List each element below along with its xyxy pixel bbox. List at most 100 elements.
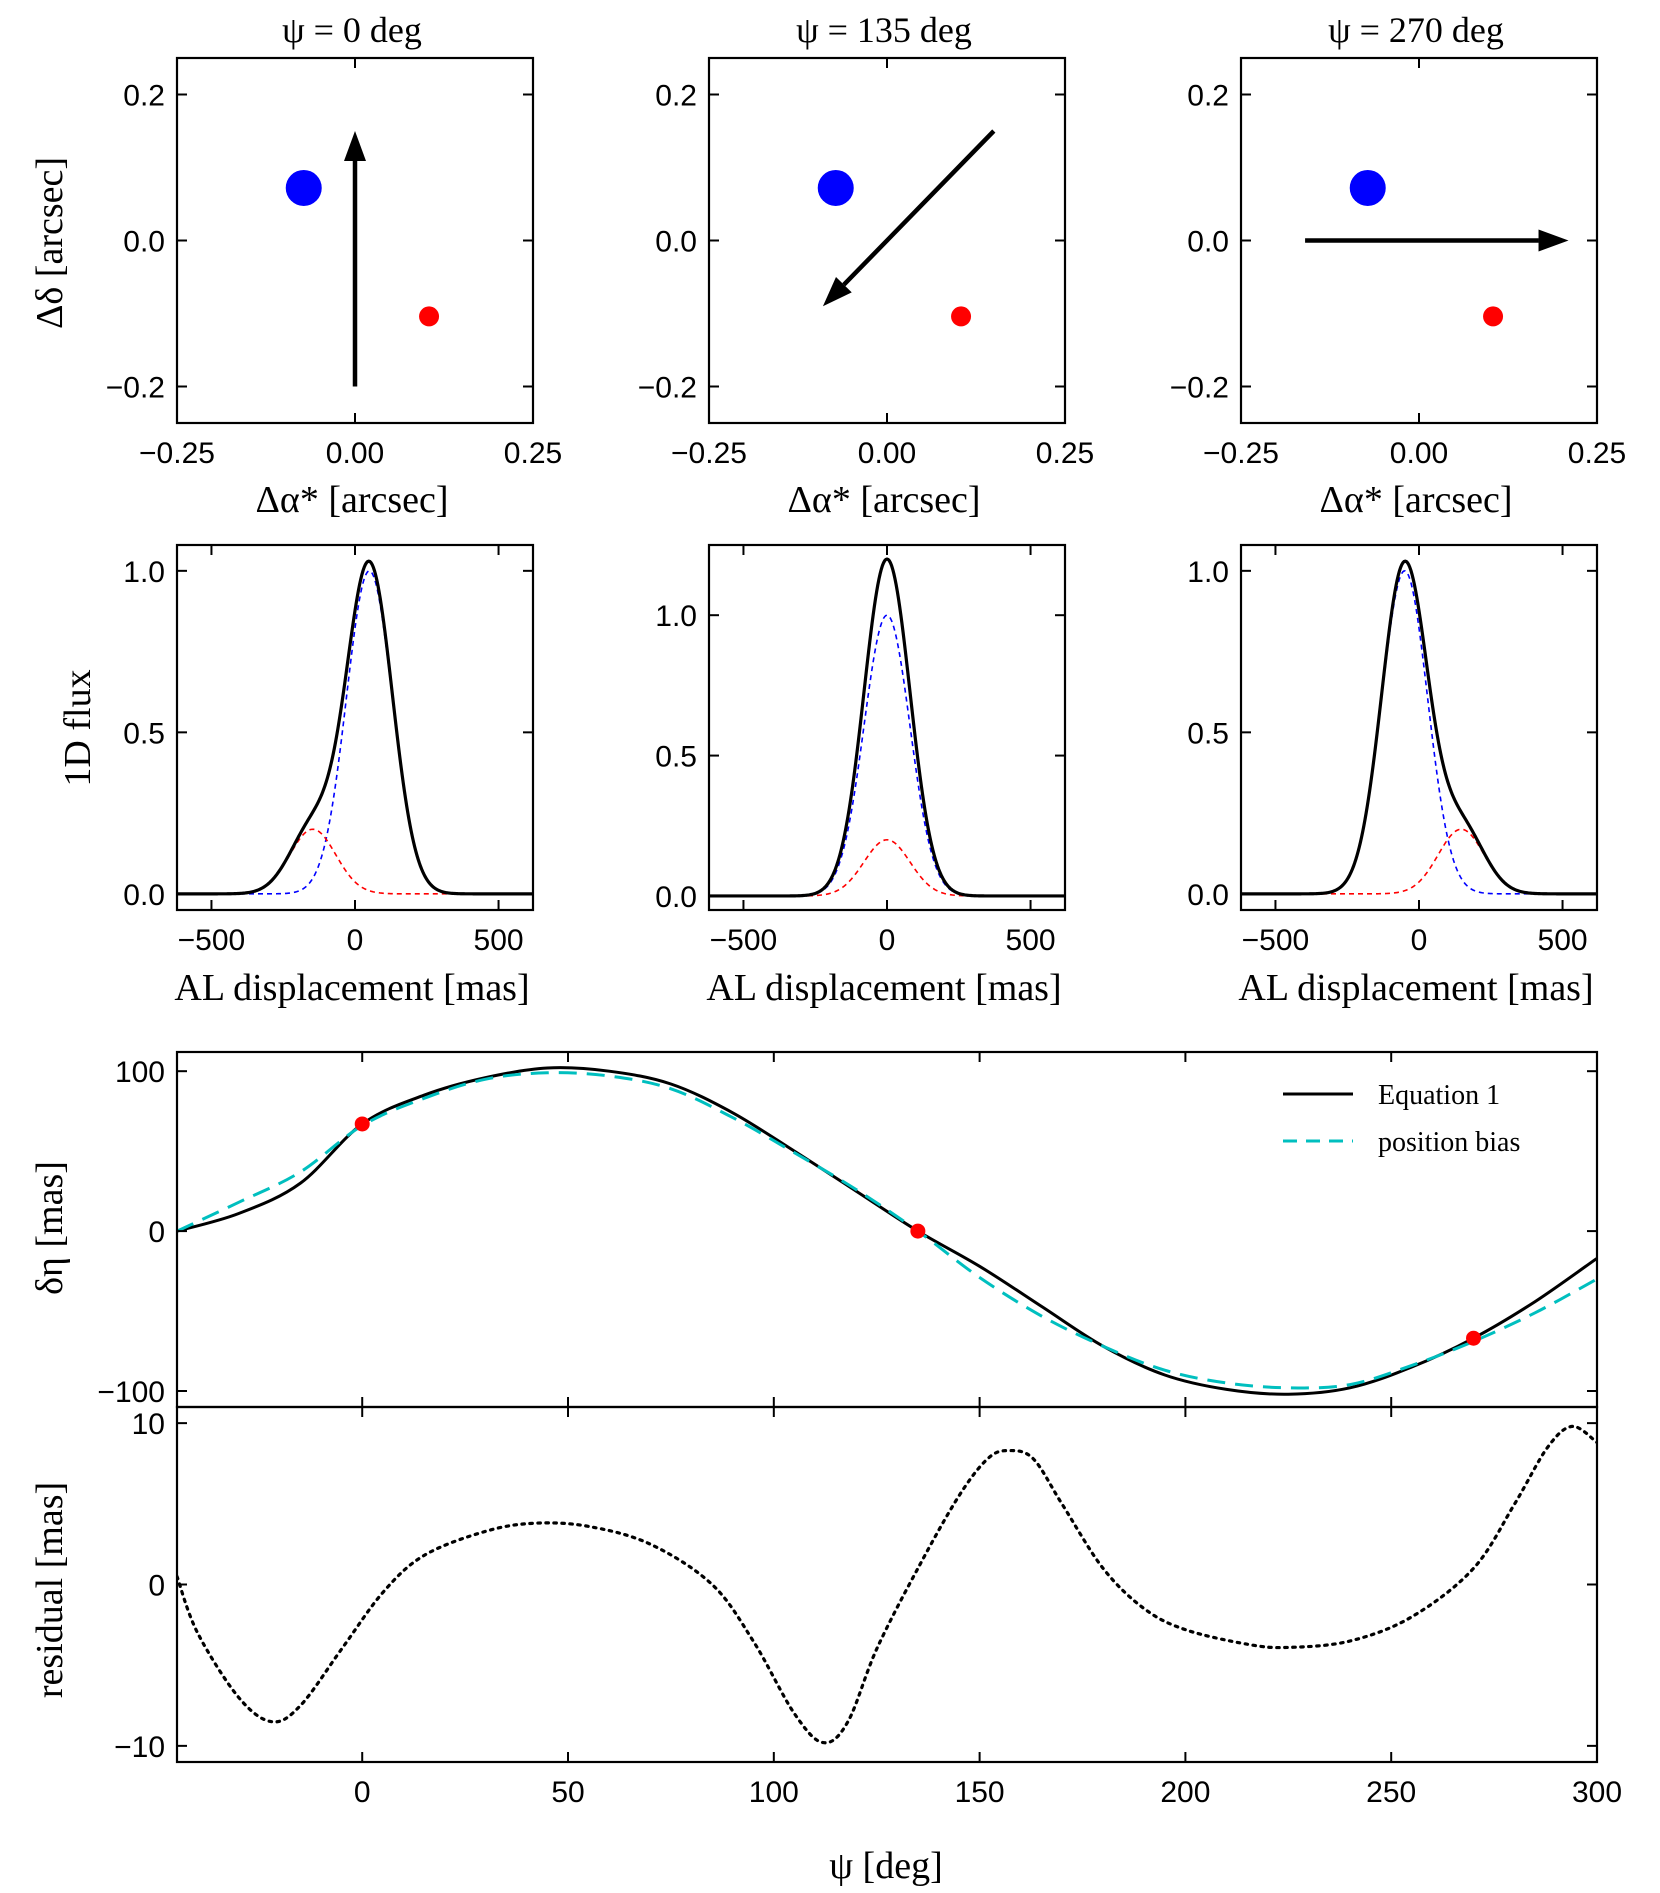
y-tick-label: −0.2 (106, 372, 165, 405)
x-tick-label: 0.00 (858, 437, 916, 470)
title-psi-135: ψ = 135 deg (796, 10, 972, 50)
legend-label-equation-1: Equation 1 (1378, 1080, 1500, 1111)
x-tick-label: 0.00 (326, 437, 384, 470)
y-tick-label: 0.0 (123, 879, 165, 912)
x-tick-label: −500 (1242, 924, 1310, 957)
y-tick-label: 0 (148, 1570, 165, 1603)
y-tick-label: 1.0 (655, 600, 697, 633)
y-tick-label: 0.5 (1187, 717, 1229, 750)
marks-flux_psi270 (1241, 559, 1597, 896)
y-tick-label: 0.0 (1187, 879, 1229, 912)
axes-sky_psi0: −0.25 0.00 0.25 −0.2 0.0 0.2 (106, 56, 562, 470)
xlabel-sky-0: Δα* [arcsec] (255, 479, 448, 521)
y-tick-label: 0.2 (123, 80, 165, 113)
x-tick-label: 0.25 (1568, 437, 1626, 470)
x-tick-label: 0.25 (1036, 437, 1094, 470)
x-tick-label: 0 (879, 924, 896, 957)
y-tick-label: −10 (114, 1731, 165, 1764)
xlabel-sky-135: Δα* [arcsec] (787, 479, 980, 521)
x-tick-label: −0.25 (139, 437, 215, 470)
y-tick-label: 0.2 (1187, 80, 1229, 113)
frame-flux_psi135 (707, 543, 1067, 912)
x-tick-label: −0.25 (671, 437, 747, 470)
title-psi-0: ψ = 0 deg (282, 10, 422, 50)
x-tick-label: 200 (1160, 1776, 1210, 1809)
x-tick-label: 500 (1538, 924, 1588, 957)
x-tick-label: 300 (1572, 1776, 1622, 1809)
axes-flux_psi270: −500 0 500 0.0 0.5 1.0 (1187, 543, 1599, 957)
marker-psi-135 (910, 1223, 926, 1239)
flux-curve-total (1241, 559, 1597, 896)
axes-delta_eta: −100 0 100 (97, 1050, 1599, 1409)
y-tick-label: −100 (97, 1376, 165, 1409)
xlabel-flux-0: AL displacement [mas] (174, 967, 529, 1009)
marks-sky_psi270 (1305, 169, 1569, 327)
axes-flux_psi0: −500 0 500 0.0 0.5 1.0 (123, 543, 535, 957)
series-position-bias (177, 1071, 1597, 1390)
y-tick-label: −0.2 (638, 372, 697, 405)
flux-curve-total (709, 557, 1065, 898)
title-psi-270: ψ = 270 deg (1328, 10, 1504, 50)
axes-flux_psi135: −500 0 500 0.0 0.5 1.0 (655, 543, 1067, 957)
marks-delta_eta (177, 1066, 1597, 1396)
marks-sky_psi135 (817, 129, 996, 327)
x-tick-label: 0 (354, 1776, 371, 1809)
marks-residual (177, 1424, 1597, 1745)
x-tick-label: 100 (749, 1776, 799, 1809)
y-tick-label: 1.0 (1187, 556, 1229, 589)
marks-flux_psi135 (709, 557, 1065, 898)
marker-psi-270 (1466, 1330, 1482, 1346)
x-tick-label: 0.25 (504, 437, 562, 470)
ylabel-sky: Δδ [arcsec] (29, 157, 71, 329)
x-tick-label: 50 (551, 1776, 584, 1809)
axes-sky_psi135: −0.25 0.00 0.25 −0.2 0.0 0.2 (638, 56, 1094, 470)
ylabel-delta-eta: δη [mas] (29, 1161, 71, 1295)
flux-curve-total (177, 559, 533, 896)
legend: Equation 1 position bias (1283, 1080, 1520, 1158)
y-tick-label: 0.0 (655, 226, 697, 259)
frame-sky_psi270 (1239, 56, 1599, 425)
ylabel-residual: residual [mas] (29, 1482, 71, 1698)
ylabel-flux: 1D flux (57, 669, 99, 786)
star-primary (1349, 169, 1386, 206)
frame-flux_psi270 (1239, 543, 1599, 912)
x-tick-label: 500 (474, 924, 524, 957)
marks-sky_psi0 (285, 131, 440, 387)
series-equation-1 (177, 1066, 1597, 1396)
x-tick-label: −500 (710, 924, 778, 957)
x-tick-label: 0.00 (1390, 437, 1448, 470)
x-tick-label: 250 (1366, 1776, 1416, 1809)
legend-label-position-bias: position bias (1378, 1127, 1520, 1158)
frame-sky_psi135 (707, 56, 1067, 425)
y-tick-label: 0.0 (655, 881, 697, 914)
star-secondary (419, 306, 440, 327)
y-tick-label: 0.0 (123, 226, 165, 259)
axes-sky_psi270: −0.25 0.00 0.25 −0.2 0.0 0.2 (1170, 56, 1626, 470)
marks-flux_psi0 (177, 559, 533, 896)
x-tick-label: 0 (347, 924, 364, 957)
axes-residual: 0 50 100 150 200 250 300 −10 0 10 (114, 1405, 1622, 1809)
x-tick-label: −0.25 (1203, 437, 1279, 470)
y-tick-label: 1.0 (123, 556, 165, 589)
y-tick-label: −0.2 (1170, 372, 1229, 405)
scan-arrow-head (344, 131, 366, 161)
scan-arrow-shaft (842, 129, 996, 287)
x-tick-label: 0 (1411, 924, 1428, 957)
star-primary (817, 169, 854, 206)
frame-sky_psi0 (175, 56, 535, 425)
xlabel-flux-270: AL displacement [mas] (1238, 967, 1593, 1009)
y-tick-label: 0.2 (655, 80, 697, 113)
x-tick-label: 500 (1006, 924, 1056, 957)
y-tick-label: 0.5 (123, 717, 165, 750)
y-tick-label: 0.5 (655, 741, 697, 774)
y-tick-label: 0.0 (1187, 226, 1229, 259)
frame-flux_psi0 (175, 543, 535, 912)
star-secondary (951, 306, 972, 327)
plot-area: −0.25 0.00 0.25−0.20.00.2−0.25 0.00 0.25−0.2… (97, 56, 1626, 1809)
scan-arrow-head (1538, 229, 1569, 252)
frame-residual (175, 1405, 1599, 1764)
marker-psi-0 (354, 1116, 370, 1132)
xlabel-flux-135: AL displacement [mas] (706, 967, 1061, 1009)
